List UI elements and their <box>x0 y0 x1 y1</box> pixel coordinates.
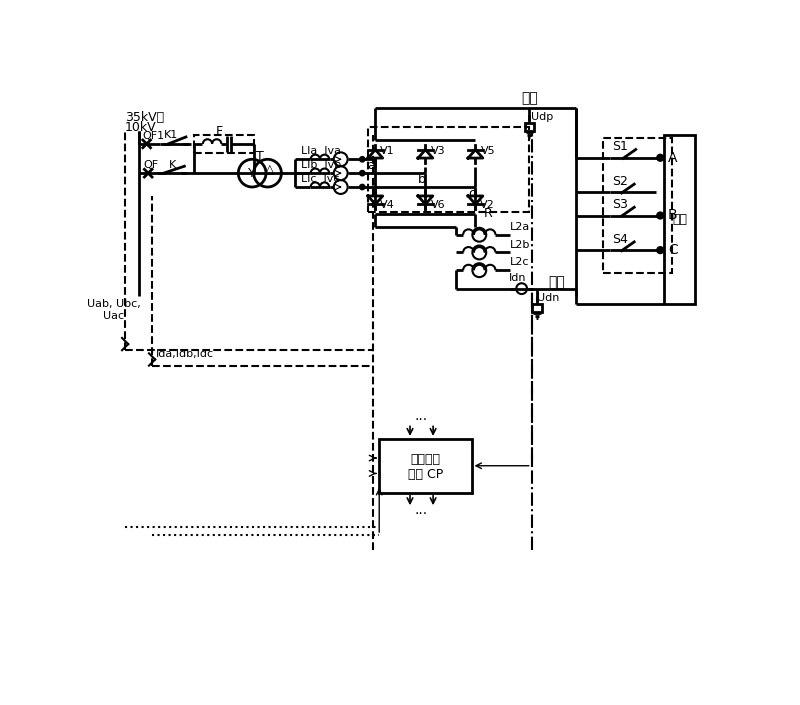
Text: K1: K1 <box>163 130 178 140</box>
Text: 35kV或: 35kV或 <box>125 111 164 124</box>
Text: Llc  Ivc: Llc Ivc <box>302 173 340 183</box>
Text: Udp: Udp <box>531 112 554 122</box>
Text: V2: V2 <box>480 200 495 209</box>
Text: S3: S3 <box>612 198 628 212</box>
Text: V5: V5 <box>481 146 495 156</box>
Text: Y: Y <box>248 166 256 180</box>
Text: Ida,Idb,Idc: Ida,Idb,Idc <box>156 349 214 359</box>
Text: Uac: Uac <box>103 311 124 321</box>
Bar <box>368 127 530 212</box>
Text: B: B <box>668 209 678 223</box>
Text: 正极: 正极 <box>521 92 538 106</box>
Text: Lla  Iva: Lla Iva <box>301 146 341 156</box>
Text: C: C <box>668 243 678 257</box>
Text: S1: S1 <box>612 140 628 154</box>
Text: V6: V6 <box>430 200 445 209</box>
Text: K: K <box>170 159 177 170</box>
Text: V3: V3 <box>430 146 445 156</box>
Circle shape <box>657 154 663 161</box>
Text: c: c <box>468 187 475 200</box>
Text: R: R <box>483 207 492 221</box>
Text: L2a: L2a <box>510 222 530 232</box>
Bar <box>664 135 695 304</box>
Text: L2c: L2c <box>510 257 530 267</box>
Bar <box>194 135 254 153</box>
Text: ···: ··· <box>415 508 428 521</box>
Text: Udn: Udn <box>538 293 560 303</box>
Text: F: F <box>215 125 222 138</box>
Text: 控制保护: 控制保护 <box>410 453 441 466</box>
Circle shape <box>657 212 663 219</box>
Text: S4: S4 <box>612 233 628 246</box>
Text: QF1: QF1 <box>142 131 164 141</box>
Text: 导线: 导线 <box>672 213 687 226</box>
Text: Llb  Ivb: Llb Ivb <box>301 159 341 170</box>
Text: △: △ <box>265 164 274 176</box>
Text: a: a <box>368 159 375 172</box>
Text: 系统 CP: 系统 CP <box>408 469 443 482</box>
Text: V1: V1 <box>380 146 395 156</box>
Text: T: T <box>256 149 264 163</box>
Text: Idn: Idn <box>509 273 526 283</box>
Bar <box>602 138 672 274</box>
Circle shape <box>360 157 365 161</box>
Text: S2: S2 <box>612 175 628 188</box>
Text: QF: QF <box>143 161 158 171</box>
Text: 10kV: 10kV <box>125 121 157 134</box>
Bar <box>533 304 542 312</box>
Text: V4: V4 <box>380 200 395 209</box>
Circle shape <box>360 185 365 190</box>
Text: A: A <box>668 151 678 165</box>
Text: b: b <box>418 173 426 186</box>
Circle shape <box>657 247 663 253</box>
Circle shape <box>360 171 365 176</box>
Text: L2b: L2b <box>510 240 530 250</box>
Text: 负极: 负极 <box>548 276 565 290</box>
Text: Uab, Ubc,: Uab, Ubc, <box>86 299 141 309</box>
Bar <box>525 123 534 131</box>
Text: ···: ··· <box>415 412 428 427</box>
Bar <box>379 439 472 493</box>
